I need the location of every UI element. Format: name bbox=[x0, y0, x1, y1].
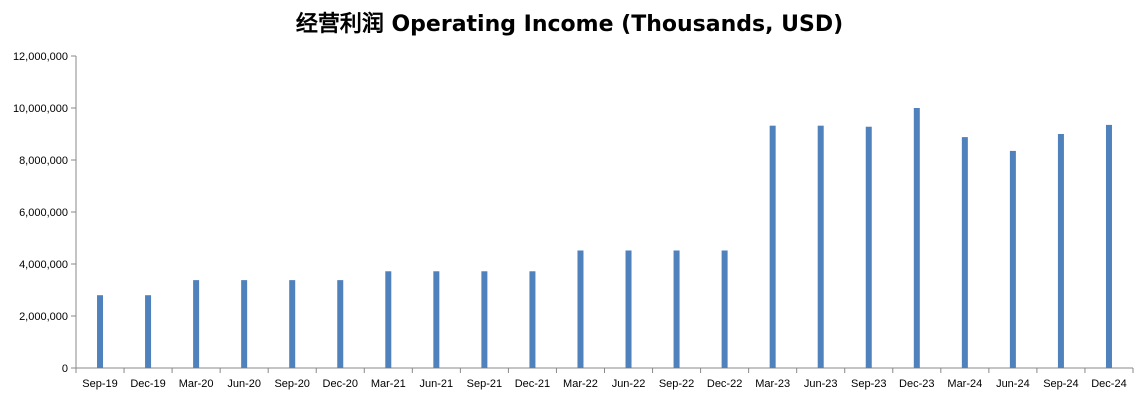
bar-jun-23 bbox=[817, 125, 824, 369]
x-tick-label: Dec-20 bbox=[323, 378, 358, 390]
y-tick-label: 4,000,000 bbox=[19, 259, 68, 271]
x-tick-label: Mar-24 bbox=[947, 378, 982, 390]
x-tick-label: Dec-22 bbox=[707, 378, 742, 390]
bar-sep-19 bbox=[97, 295, 104, 368]
bar-mar-21 bbox=[385, 271, 392, 368]
bar-dec-24 bbox=[1105, 124, 1112, 369]
bar-dec-21 bbox=[529, 271, 536, 368]
bar-sep-21 bbox=[481, 271, 488, 368]
bar-sep-20 bbox=[289, 280, 296, 368]
x-tick-label: Jun-24 bbox=[996, 378, 1030, 390]
bar-mar-24 bbox=[961, 137, 968, 368]
x-tick-label: Mar-22 bbox=[563, 378, 598, 390]
x-tick-label: Dec-19 bbox=[130, 378, 165, 390]
bar-jun-22 bbox=[625, 250, 632, 368]
bar-dec-22 bbox=[721, 250, 728, 368]
bar-dec-23 bbox=[913, 108, 920, 368]
y-tick-label: 12,000,000 bbox=[13, 51, 68, 63]
chart-title: 经营利润 Operating Income (Thousands, USD) bbox=[295, 12, 844, 37]
x-tick-label: Mar-21 bbox=[371, 378, 406, 390]
x-tick-label: Dec-24 bbox=[1091, 378, 1126, 390]
y-tick-label: 6,000,000 bbox=[19, 207, 68, 219]
bar-jun-21 bbox=[433, 271, 440, 368]
bar-sep-22 bbox=[673, 250, 680, 368]
y-tick-label: 0 bbox=[62, 363, 68, 375]
bar-mar-20 bbox=[193, 280, 200, 368]
x-tick-label: Sep-20 bbox=[274, 378, 309, 390]
y-tick-label: 8,000,000 bbox=[19, 155, 68, 167]
bar-sep-24 bbox=[1057, 134, 1064, 368]
axes-group bbox=[71, 55, 1134, 373]
bars-group bbox=[97, 108, 1112, 369]
bar-jun-24 bbox=[1009, 150, 1016, 368]
x-tick-label: Sep-23 bbox=[851, 378, 886, 390]
y-tick-label: 10,000,000 bbox=[13, 103, 68, 115]
x-tick-label: Sep-21 bbox=[467, 378, 502, 390]
bar-mar-22 bbox=[577, 250, 584, 368]
bar-jun-20 bbox=[241, 280, 248, 368]
x-tick-labels: Sep-19 Dec-19 Mar-20 Jun-20 Sep-20 Dec-20 Mar-… bbox=[82, 378, 1126, 390]
x-tick-label: Sep-22 bbox=[659, 378, 694, 390]
x-tick-label: Jun-21 bbox=[420, 378, 454, 390]
x-tick-label: Sep-19 bbox=[82, 378, 117, 390]
x-tick-label: Sep-24 bbox=[1043, 378, 1078, 390]
x-tick-label: Dec-23 bbox=[899, 378, 934, 390]
bar-sep-23 bbox=[865, 126, 872, 368]
y-tick-label: 2,000,000 bbox=[19, 311, 68, 323]
bar-dec-19 bbox=[145, 295, 152, 368]
x-tick-label: Jun-20 bbox=[227, 378, 261, 390]
x-tick-label: Dec-21 bbox=[515, 378, 550, 390]
bar-mar-23 bbox=[769, 125, 776, 369]
bar-dec-20 bbox=[337, 280, 344, 368]
x-tick-label: Jun-22 bbox=[612, 378, 646, 390]
x-tick-label: Mar-23 bbox=[755, 378, 790, 390]
x-tick-label: Mar-20 bbox=[179, 378, 214, 390]
y-tick-labels: 0 2,000,000 4,000,000 6,000,000 8,000,000 10,… bbox=[13, 51, 68, 375]
x-tick-label: Jun-23 bbox=[804, 378, 838, 390]
